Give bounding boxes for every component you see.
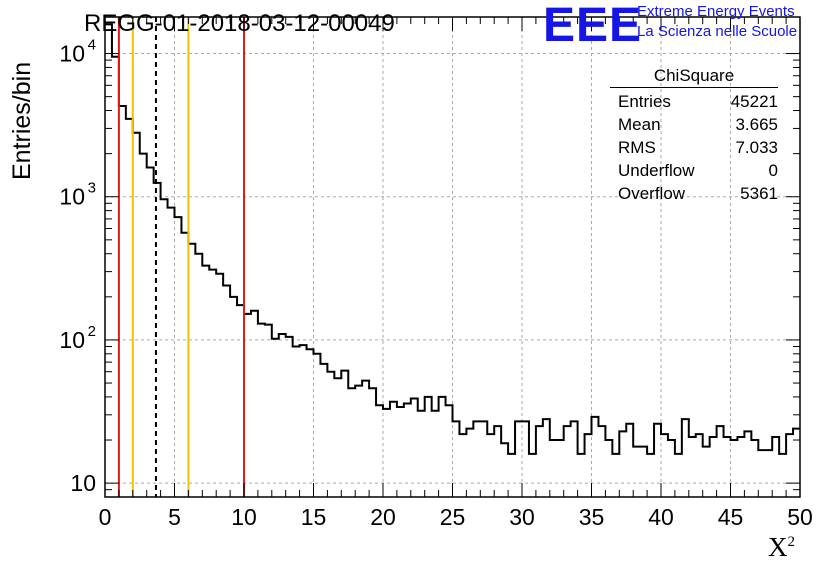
stats-value: 5361	[740, 184, 778, 203]
stats-value: 45221	[730, 92, 778, 111]
eee-logo: EEE	[543, 0, 643, 52]
x-axis-label: X2	[768, 532, 795, 562]
stats-box: ChiSquare Entries 45221 Mean 3.665 RMS 7.03…	[610, 66, 778, 205]
stats-row: RMS 7.033	[610, 136, 778, 159]
stats-label: Entries	[618, 92, 671, 111]
x-tick-label: 5	[168, 504, 181, 530]
x-tick-label: 30	[509, 504, 535, 530]
y-tick-exponent: 4	[88, 37, 96, 54]
x-tick-label: 20	[370, 504, 396, 530]
stats-row: Underflow 0	[610, 159, 778, 182]
chart-title: REGG-01-2018-03-12-00049	[84, 10, 395, 37]
stats-label: Mean	[618, 115, 661, 134]
stats-label: Underflow	[618, 161, 695, 180]
stats-value: 0	[768, 161, 778, 180]
histogram-series	[105, 23, 800, 455]
x-tick-label: 35	[579, 504, 605, 530]
stats-value: 3.665	[735, 115, 778, 134]
stats-row: Entries 45221	[610, 90, 778, 113]
logo-subtitle-1: Extreme Energy Events	[637, 3, 795, 20]
y-tick-label: 10	[59, 327, 85, 353]
x-tick-label: 40	[648, 504, 674, 530]
stats-title: ChiSquare	[610, 66, 778, 88]
x-tick-label: 0	[99, 504, 112, 530]
y-axis-label: Entries/bin	[8, 61, 36, 180]
y-tick-label: 10	[70, 470, 96, 496]
stats-row: Mean 3.665	[610, 113, 778, 136]
y-tick-exponent: 2	[88, 323, 96, 340]
x-tick-label: 50	[787, 504, 813, 530]
y-tick-label: 10	[59, 41, 85, 67]
stats-row: Overflow 5361	[610, 182, 778, 205]
x-tick-label: 15	[301, 504, 327, 530]
logo-subtitle-2: La Scienza nelle Scuole	[637, 23, 798, 40]
y-tick-label: 10	[59, 184, 85, 210]
stats-value: 7.033	[735, 138, 778, 157]
stats-label: RMS	[618, 138, 656, 157]
x-tick-label: 45	[718, 504, 744, 530]
x-tick-label: 25	[440, 504, 466, 530]
x-tick-label: 10	[231, 504, 257, 530]
stats-label: Overflow	[618, 184, 686, 203]
y-tick-exponent: 3	[88, 180, 96, 197]
